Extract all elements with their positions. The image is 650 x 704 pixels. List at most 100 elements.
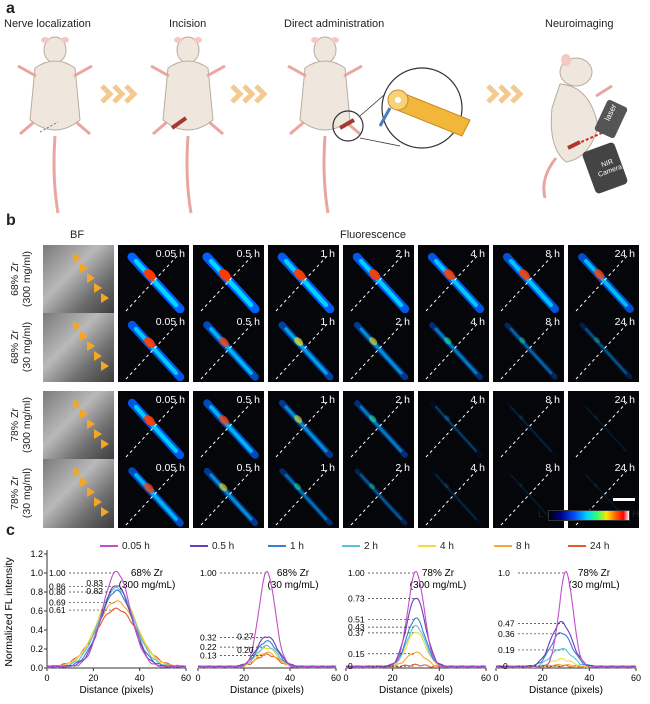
series-line-05h [46, 585, 187, 669]
time-label: 24 h [614, 248, 635, 260]
peak-value-label: 1.00 [49, 568, 66, 578]
series-line-8h [46, 600, 187, 669]
peak-value-label: 0.83 [86, 578, 103, 588]
y-axis-label: Normalized FL intensity [3, 557, 15, 667]
x-tick-label: 0 [343, 673, 348, 683]
bf-image-tile [43, 245, 114, 314]
subplot-title-line2: (30 mg/mL) [267, 580, 318, 591]
x-tick-label: 0 [493, 673, 498, 683]
fluorescence-image-tile: 2 h [343, 391, 414, 460]
peak-value-label: 0.32 [200, 633, 217, 643]
y-tick-label: 1.2 [30, 549, 43, 559]
peak-value-label: 0.19 [498, 645, 515, 655]
nerve-arrowhead-icon [87, 419, 95, 429]
time-label: 4 h [470, 316, 485, 328]
peak-value-label: ~0 [498, 661, 508, 671]
peak-value-label: 0.15 [348, 649, 365, 659]
nerve-arrowhead-icon [94, 283, 102, 293]
legend-label: 2 h [364, 541, 378, 552]
time-label: 0.05 h [155, 394, 185, 406]
mouse-illustration-1 [17, 36, 93, 214]
colorbar-high-label: H [632, 509, 640, 520]
x-tick-label: 40 [584, 673, 594, 683]
time-label: 0.5 h [236, 316, 260, 328]
time-label: 8 h [545, 248, 560, 260]
step-label-nerve-localization: Nerve localization [4, 18, 91, 30]
fluorescence-image-tile: 0.05 h [118, 245, 189, 314]
nerve-arrowhead-icon [80, 409, 88, 419]
peak-value-label: 0.80 [49, 587, 66, 597]
series-line-2h [46, 586, 187, 669]
chevron-arrow-3 [486, 84, 524, 104]
legend-label: 0.05 h [122, 541, 150, 552]
time-label: 24 h [614, 316, 635, 328]
row-label: 68% Zr (30 mg/ml) [9, 305, 33, 389]
legend-swatch [190, 545, 208, 548]
mouse-illustration-3 [287, 36, 471, 214]
peak-value-label: 0.86 [49, 581, 66, 591]
legend-label: 4 h [440, 541, 454, 552]
peak-value-label: 0.27 [237, 631, 254, 641]
y-tick-label: 0.6 [30, 606, 43, 616]
bf-column-label: BF [70, 229, 85, 241]
nerve-arrowhead-icon [80, 477, 88, 487]
fluorescence-image-tile: 4 h [418, 313, 489, 382]
time-label: 0.5 h [236, 462, 260, 474]
series-line-05h [345, 597, 487, 669]
time-label: 4 h [470, 394, 485, 406]
peak-value-label: 0.69 [49, 597, 66, 607]
fluorescence-image-tile: 1 h [268, 391, 339, 460]
peak-value-label: 0.37 [348, 628, 365, 638]
time-label: 24 h [614, 394, 635, 406]
colorbar-low-label: L [538, 509, 544, 520]
time-label: 0.05 h [155, 462, 185, 474]
legend-label: 0.5 h [212, 541, 235, 552]
time-label: 24 h [614, 462, 635, 474]
subplot: 0 20 40 60 Distance (pixels) 78% Zr(30 mg/mL)… [493, 568, 641, 696]
series-line-1h [46, 589, 187, 669]
fluorescence-image-tile: 0.05 h [118, 459, 189, 528]
subplot-title-line2: (30 mg/mL) [568, 580, 619, 591]
colorbar [548, 510, 630, 521]
legend-entry: 1 h [268, 541, 304, 552]
fluorescence-image-tile: 2 h [343, 313, 414, 382]
fluorescence-image-tile: 0.5 h [193, 245, 264, 314]
nerve-arrowhead-icon [94, 429, 102, 439]
fluorescence-image-tile: 2 h [343, 245, 414, 314]
subplot-title-line1: 68% Zr [131, 568, 164, 579]
series-line-2h [345, 624, 487, 669]
fluorescence-image-tile: 24 h [568, 313, 639, 382]
time-label: 1 h [320, 248, 335, 260]
series-line-005h [197, 570, 337, 669]
time-label: 0.5 h [236, 248, 260, 260]
x-tick-label: 20 [88, 673, 98, 683]
fluorescence-image-tile: 1 h [268, 313, 339, 382]
time-label: 1 h [320, 316, 335, 328]
step-label-neuroimaging: Neuroimaging [545, 18, 614, 30]
time-label: 0.5 h [236, 394, 260, 406]
peak-value-label: 0.13 [200, 651, 217, 661]
legend-swatch [342, 545, 360, 548]
time-label: 2 h [395, 248, 410, 260]
time-label: 1 h [320, 462, 335, 474]
peak-value-label: 0.61 [49, 605, 66, 615]
y-tick-label: 0.2 [30, 644, 43, 654]
x-tick-label: 20 [239, 673, 249, 683]
x-tick-label: 0 [44, 673, 49, 683]
peak-value-label: 1.0 [498, 568, 510, 578]
x-tick-label: 40 [135, 673, 145, 683]
series-line-24h [46, 607, 187, 669]
time-label: 2 h [395, 316, 410, 328]
x-tick-label: 40 [434, 673, 444, 683]
chevron-arrow-2 [230, 84, 268, 104]
fluorescence-label: Fluorescence [340, 229, 407, 241]
peak-value-label: 1.00 [200, 568, 217, 578]
nerve-arrowhead-icon [73, 253, 81, 263]
panel-a-letter: a [6, 0, 15, 17]
fluorescence-image-tile: 24 h [568, 245, 639, 314]
legend-swatch [494, 545, 512, 548]
legend-entry: 24 h [568, 541, 609, 552]
x-tick-label: 20 [538, 673, 548, 683]
time-label: 1 h [320, 394, 335, 406]
subplot-title-line1: 78% Zr [578, 568, 611, 579]
